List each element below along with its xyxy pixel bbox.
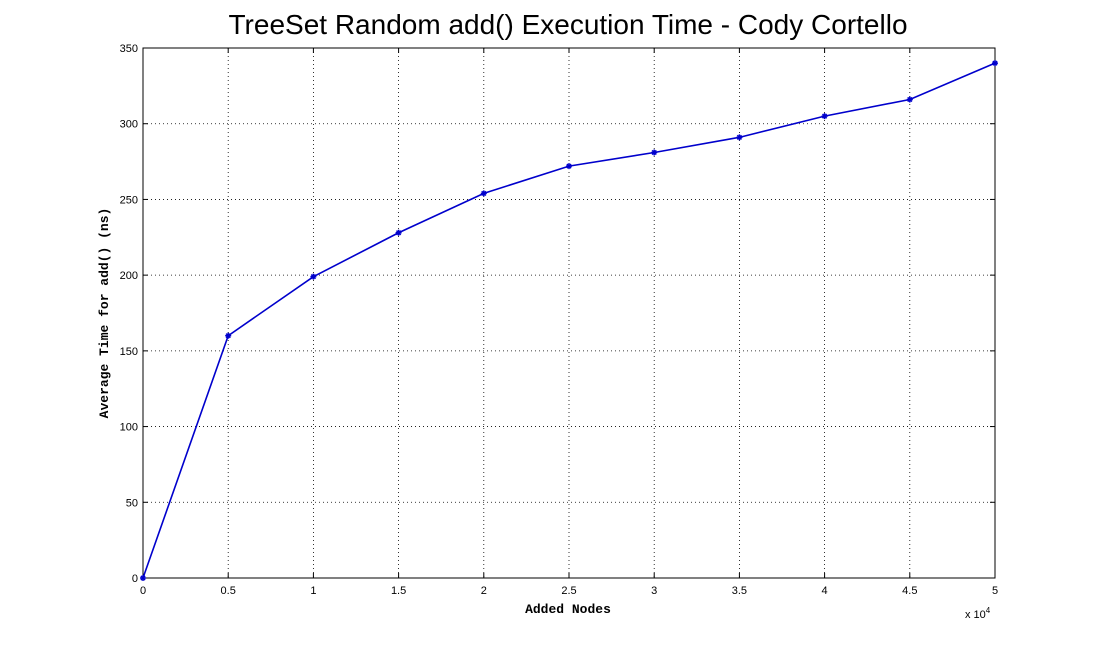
y-tick-label: 150 bbox=[120, 346, 138, 358]
y-tick-label: 0 bbox=[132, 573, 138, 585]
x-axis-multiplier-exponent: 4 bbox=[986, 606, 991, 615]
x-tick-label: 1.5 bbox=[391, 585, 406, 597]
x-tick-label: 0.5 bbox=[221, 585, 236, 597]
axis-ticks: 0 0.5 1 1.5 2 2.5 3 3.5 4 4.5 50501001502002503003… bbox=[120, 43, 998, 597]
data-point bbox=[225, 332, 232, 339]
data-point bbox=[310, 273, 317, 280]
x-tick-label: 2 bbox=[481, 585, 487, 597]
grid bbox=[143, 48, 995, 578]
x-tick-label: 0 bbox=[140, 585, 146, 597]
x-tick-label: 2.5 bbox=[561, 585, 576, 597]
data-point bbox=[395, 229, 402, 236]
data-point bbox=[140, 575, 146, 581]
x-tick-label: 4 bbox=[822, 585, 828, 597]
x-axis-label: Added Nodes bbox=[525, 602, 611, 617]
chart-title: TreeSet Random add() Execution Time - Co… bbox=[228, 9, 907, 40]
y-tick-label: 100 bbox=[120, 422, 138, 434]
y-tick-label: 300 bbox=[120, 119, 138, 131]
x-tick-label: 4.5 bbox=[902, 585, 917, 597]
x-axis-multiplier: x 104 bbox=[965, 606, 991, 621]
y-tick-label: 200 bbox=[120, 270, 138, 282]
data-point bbox=[480, 190, 487, 197]
series bbox=[140, 60, 998, 581]
data-point bbox=[821, 113, 828, 120]
data-point bbox=[651, 149, 658, 156]
x-axis-multiplier-base: x 10 bbox=[965, 609, 986, 621]
data-point bbox=[906, 96, 913, 103]
data-point bbox=[566, 163, 572, 170]
data-point bbox=[736, 134, 743, 141]
x-tick-label: 5 bbox=[992, 585, 998, 597]
x-tick-label: 3.5 bbox=[732, 585, 747, 597]
y-tick-label: 50 bbox=[126, 497, 138, 509]
y-axis-label: Average Time for add() (ns) bbox=[97, 208, 112, 419]
x-tick-label: 1 bbox=[310, 585, 316, 597]
y-tick-label: 250 bbox=[120, 194, 138, 206]
x-tick-label: 3 bbox=[651, 585, 657, 597]
y-tick-label: 350 bbox=[120, 43, 138, 55]
data-point bbox=[992, 60, 998, 67]
